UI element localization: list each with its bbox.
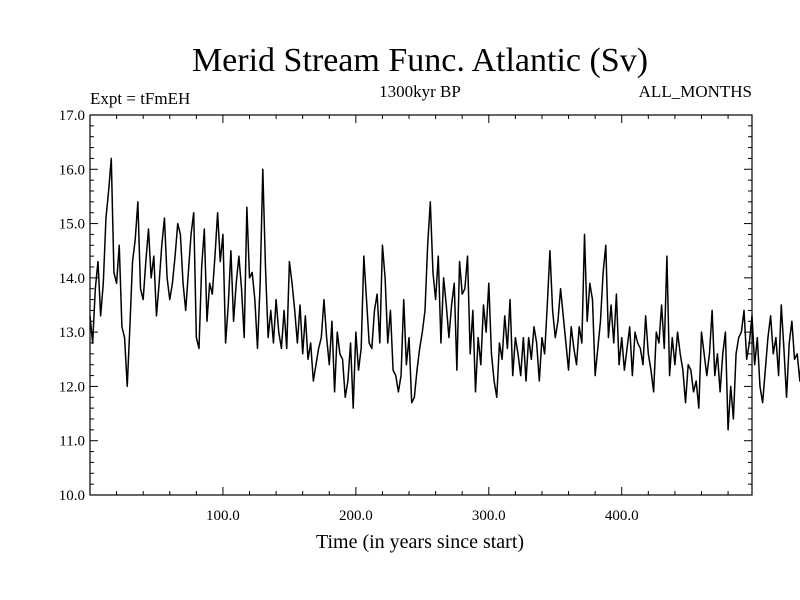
y-tick-label: 10.0 [59, 488, 85, 504]
plot-frame [89, 114, 753, 496]
y-tick-label: 11.0 [59, 434, 85, 450]
x-tick-label: 400.0 [605, 508, 639, 524]
experiment-label: Expt = tFmEH [90, 89, 190, 108]
period-label: 1300kyr BP [379, 82, 461, 101]
chart-title: Merid Stream Func. Atlantic (Sv) [192, 42, 648, 79]
series-line [89, 157, 800, 431]
y-tick-label: 15.0 [59, 217, 85, 233]
x-tick-label: 200.0 [339, 508, 373, 524]
y-tick-label: 17.0 [59, 108, 85, 124]
x-axis-label: Time (in years since start) [316, 531, 524, 553]
y-tick-label: 12.0 [59, 379, 85, 395]
x-tick-label: 100.0 [206, 508, 240, 524]
y-tick-label: 16.0 [59, 162, 85, 178]
x-tick-label: 300.0 [472, 508, 506, 524]
x-axis: 100.0 200.0 300.0 400.0 [116, 115, 729, 524]
y-tick-label: 14.0 [59, 271, 85, 287]
months-label: ALL_MONTHS [639, 82, 752, 101]
y-tick-label: 13.0 [59, 325, 85, 341]
y-axis: 10.0 11.0 12.0 13.0 14.0 15.0 16.0 17.0 [59, 108, 752, 504]
